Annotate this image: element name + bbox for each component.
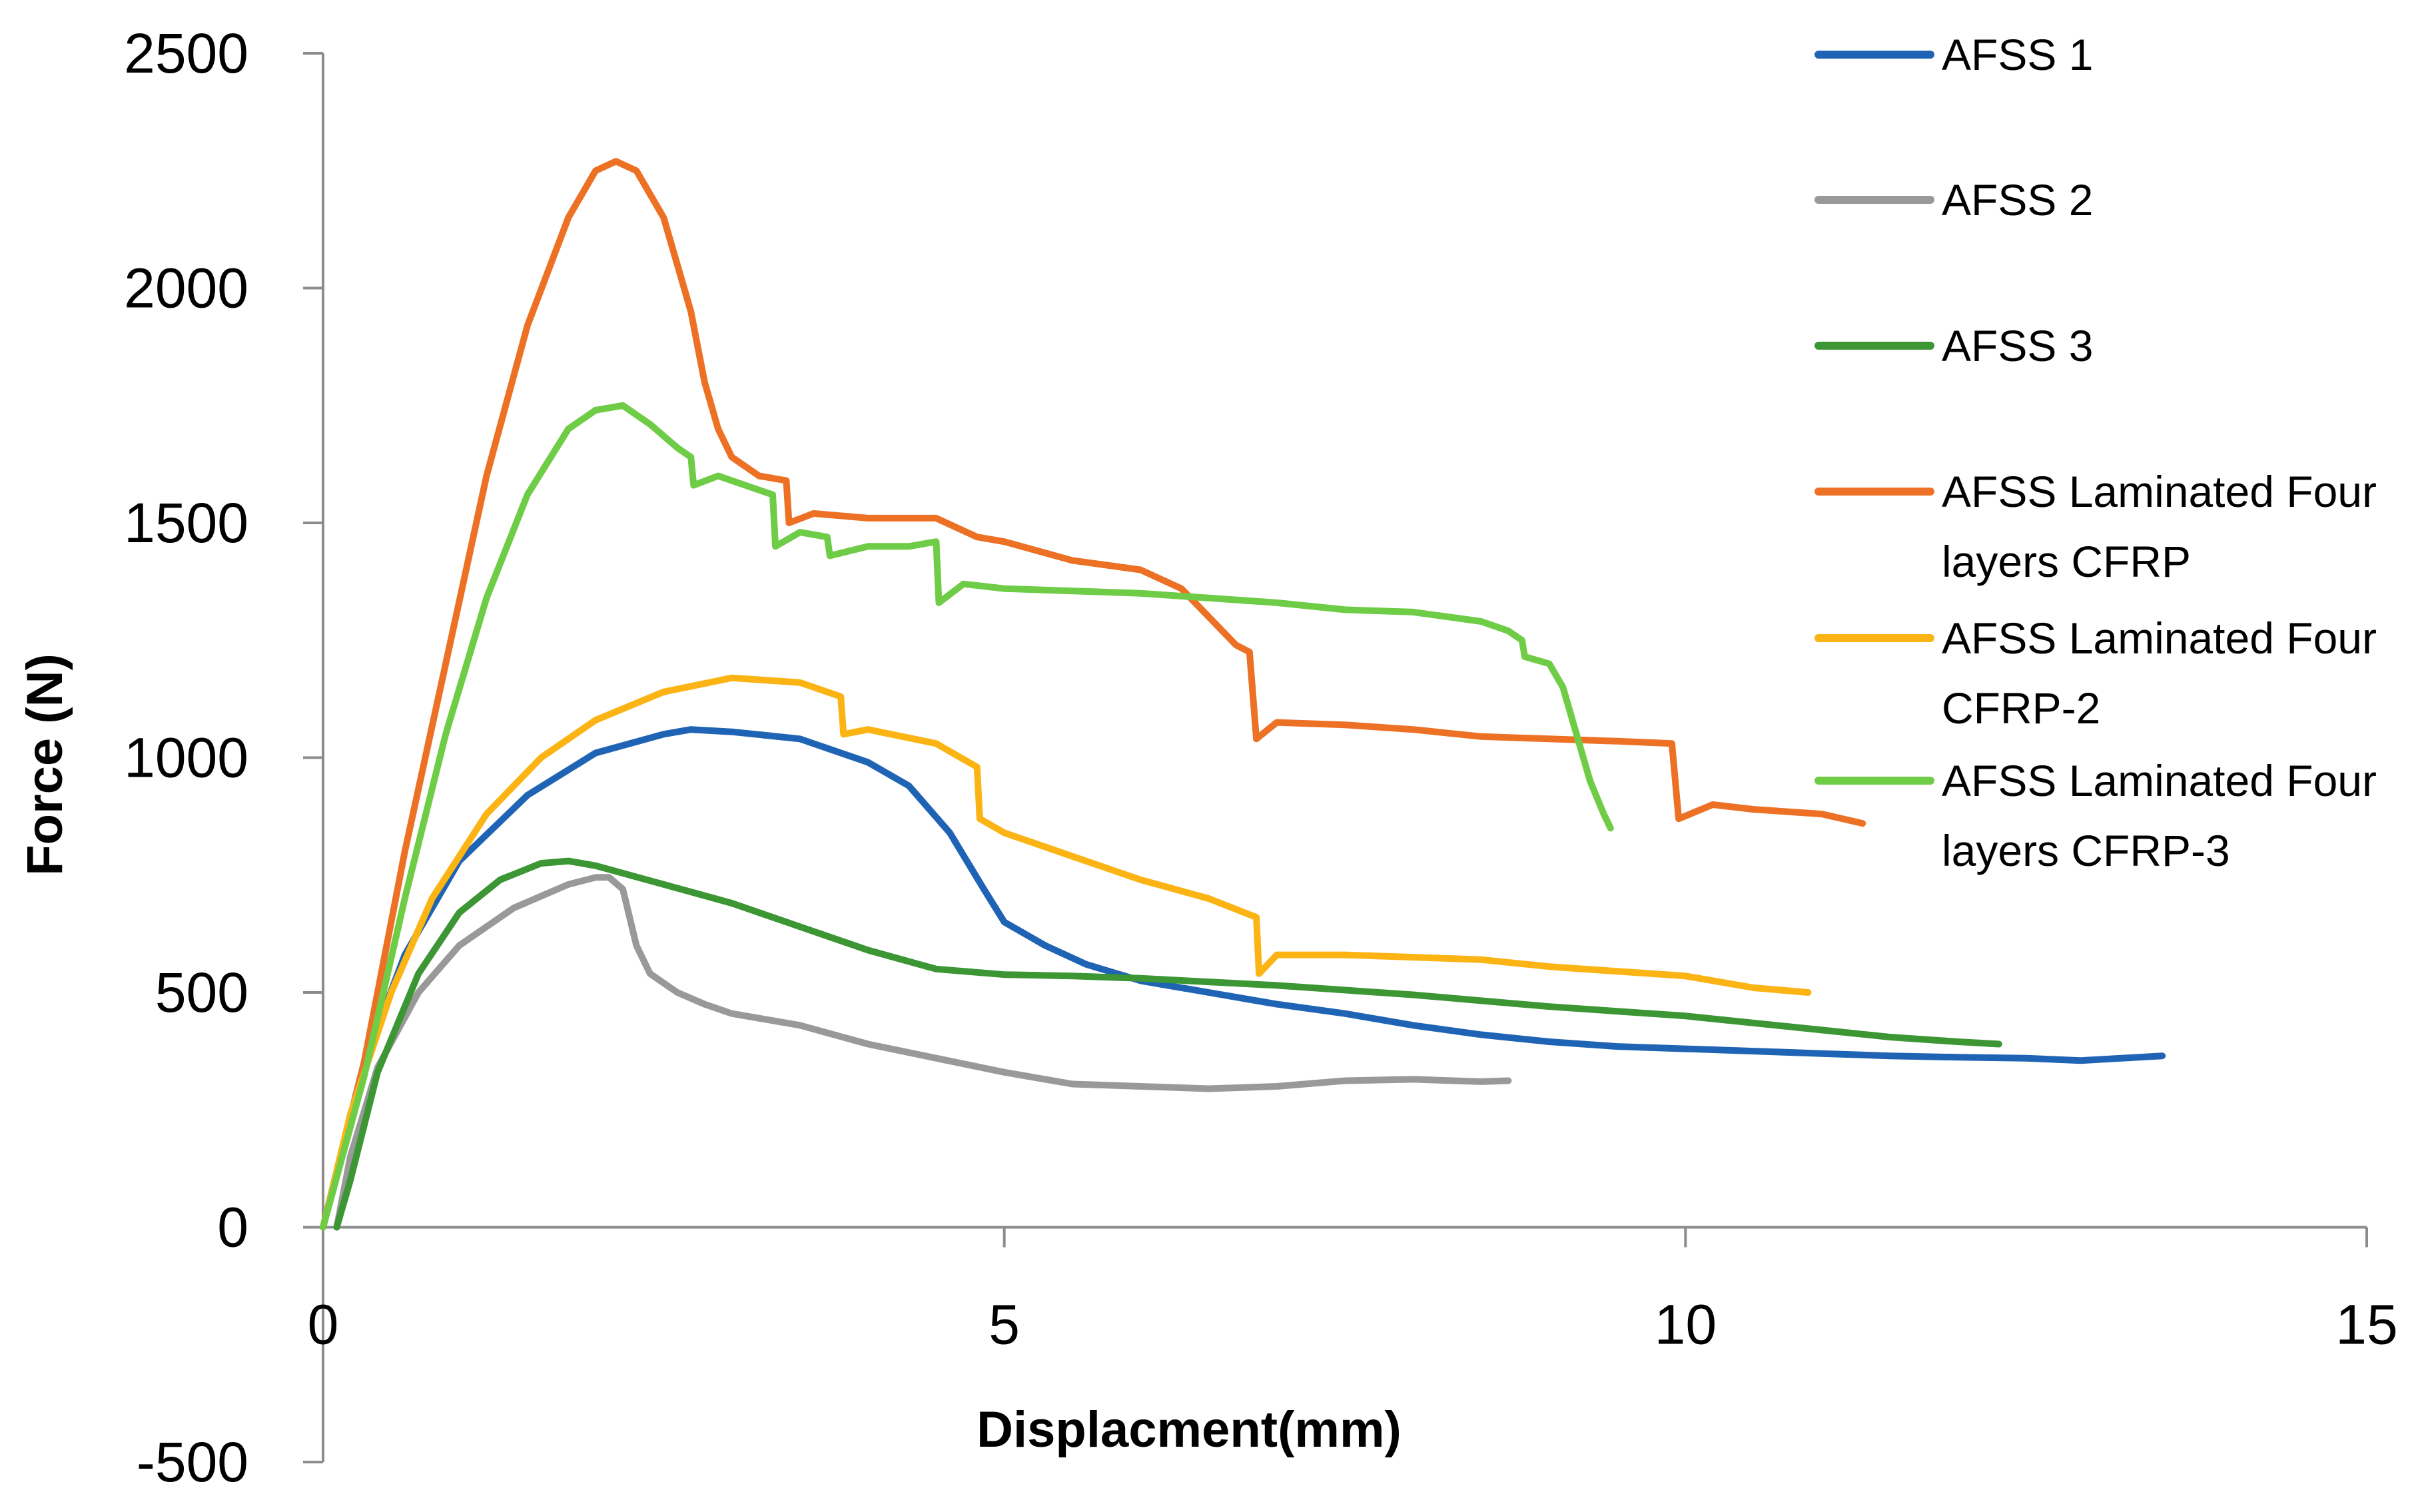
series-line-1	[320, 726, 2166, 1231]
legend-item-5: AFSS Laminated Four CFRP-2	[1815, 613, 2377, 733]
y-axis-title: Force (N)	[17, 653, 73, 876]
x-tick-label: 5	[989, 1294, 1020, 1356]
legend-label: layers CFRP	[1942, 537, 2191, 586]
legend-label: AFSS Laminated Four	[1942, 467, 2377, 516]
legend-label: AFSS 3	[1942, 321, 2093, 370]
legend-item-2: AFSS 2	[1815, 175, 2093, 224]
legend-item-1: AFSS 1	[1815, 30, 2093, 79]
series-line-3	[333, 857, 2002, 1231]
x-tick-label: 0	[308, 1294, 339, 1356]
legend-label: AFSS Laminated Four	[1942, 613, 2377, 663]
legend-label: AFSS 2	[1942, 175, 2093, 224]
plot-series	[320, 158, 2166, 1231]
x-axis-title: Displacment(mm)	[977, 1401, 1402, 1458]
y-tick-label: 2500	[124, 22, 248, 85]
series-line-6	[320, 402, 1614, 1231]
y-tick-label: 0	[217, 1196, 248, 1259]
legend-label: CFRP-2	[1942, 683, 2100, 733]
series-line-4	[320, 158, 1866, 1231]
legend-label: layers CFRP-3	[1942, 826, 2230, 875]
legend-label: AFSS 1	[1942, 30, 2093, 79]
y-tick-label: 2000	[124, 257, 248, 320]
series-line-2	[333, 874, 1512, 1231]
legend-item-3: AFSS 3	[1815, 321, 2093, 370]
x-tick-label: 15	[2335, 1294, 2397, 1356]
x-tick-label: 10	[1655, 1294, 1717, 1356]
legend-item-6: AFSS Laminated Four layers CFRP-3	[1815, 756, 2377, 875]
y-tick-label: 500	[155, 961, 248, 1024]
legend-label: AFSS Laminated Four	[1942, 756, 2377, 805]
legend-item-4: AFSS Laminated Four layers CFRP	[1815, 467, 2377, 586]
y-tick-label: -500	[137, 1431, 248, 1493]
y-ticks: 2500 2000 1500 1000 500 0 -500	[124, 22, 323, 1493]
series-line-5	[320, 674, 1812, 1231]
legend: AFSS 1 AFSS 2 AFSS 3 AFSS Laminated Four lay…	[1815, 30, 2377, 875]
y-tick-label: 1000	[124, 727, 248, 789]
x-ticks: 0 5 10 15	[308, 1227, 2398, 1356]
y-tick-label: 1500	[124, 492, 248, 554]
axes: 0 5 10 15 2500 2000 1500 1000 500 0 -500	[124, 22, 2398, 1493]
